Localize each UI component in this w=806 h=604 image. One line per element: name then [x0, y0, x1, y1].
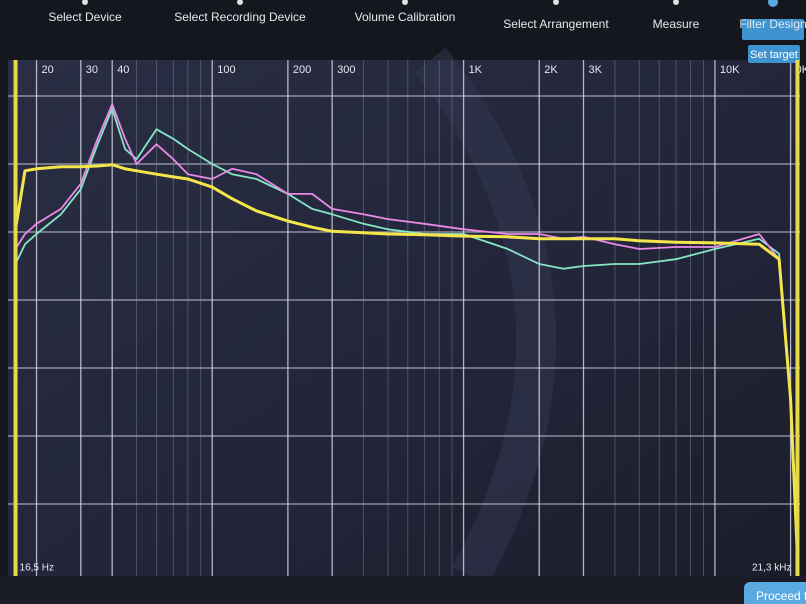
x-tick-label: 10K	[720, 64, 740, 76]
active-step-box[interactable]	[742, 19, 804, 40]
x-tick-label: 2K	[544, 64, 558, 76]
response-curve	[14, 103, 799, 560]
bottom-bar	[0, 576, 806, 604]
x-tick-label: 100	[217, 64, 235, 76]
step-dot	[402, 0, 408, 5]
x-tick-label: 1K	[469, 64, 483, 76]
plot	[8, 60, 800, 576]
proceed-label[interactable]: Proceed t	[756, 589, 806, 603]
step-dot	[553, 0, 559, 5]
step-dot	[237, 0, 243, 5]
x-tick-label: 200	[293, 64, 311, 76]
step-dot	[673, 0, 679, 5]
x-tick-label: 3K	[589, 64, 603, 76]
step-label[interactable]: Select Recording Device	[174, 10, 306, 24]
labels: 20 30 40 100 200 300 1K 2K 3K 10K 0K	[42, 64, 806, 76]
plot-area	[8, 60, 800, 576]
x-tick-label: 20	[42, 64, 54, 76]
top-bar	[0, 0, 806, 60]
step-label[interactable]: Volume Calibration	[355, 10, 456, 24]
range-marker-label: 16,5 Hz	[20, 563, 54, 574]
range-marker-label: 21,3 kHz	[752, 563, 791, 574]
step-label[interactable]: Select Arrangement	[503, 17, 609, 31]
proceed-button[interactable]	[744, 582, 806, 604]
step-label[interactable]: Select Device	[48, 10, 122, 24]
x-tick-label: 30	[86, 64, 98, 76]
x-tick-label: 40	[117, 64, 129, 76]
x-tick-label: 0K	[796, 64, 806, 76]
response-curve	[14, 108, 799, 560]
step-label[interactable]: Measure	[653, 17, 700, 31]
background-swoosh	[414, 47, 557, 586]
step-dot	[768, 0, 778, 7]
set-target-label[interactable]: Set target	[750, 49, 798, 61]
step-label[interactable]: Filter Design	[739, 17, 806, 31]
set-target-button[interactable]	[748, 45, 800, 63]
step-dot	[82, 0, 88, 5]
response-curve	[14, 163, 799, 560]
step-nav: Select Device Select Recording Device Volu…	[48, 0, 806, 40]
x-tick-label: 300	[337, 64, 355, 76]
